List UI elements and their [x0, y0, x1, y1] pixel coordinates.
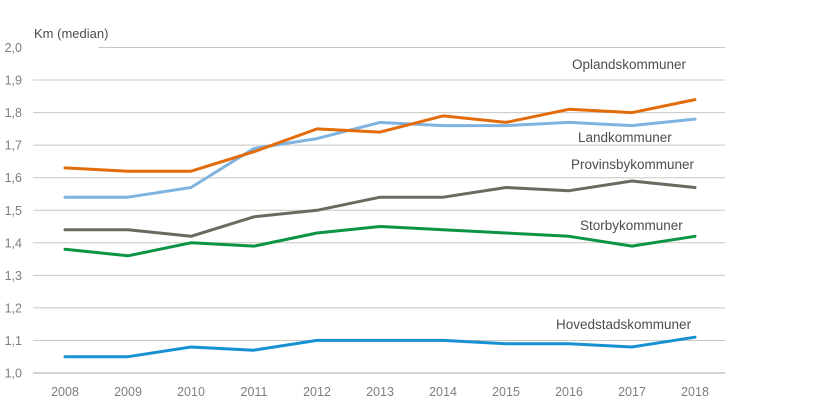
x-tick-label: 2017	[618, 385, 646, 399]
x-tick-label: 2011	[241, 385, 268, 399]
series-line-hovedstadskommuner	[63, 335, 697, 359]
series-label-storbykommuner: Storbykommuner	[580, 218, 683, 233]
series-line-storbykommuner	[63, 225, 697, 258]
x-tick-label: 2018	[681, 385, 709, 399]
y-tick-label: 1,2	[5, 301, 22, 315]
series-label-provinsbykommuner: Provinsbykommuner	[571, 157, 695, 172]
series-line-provinsbykommuner	[63, 179, 697, 238]
x-tick-label: 2008	[51, 385, 79, 399]
series-line-landkommuner	[63, 117, 697, 199]
y-tick-label: 1,8	[5, 106, 22, 120]
x-tick-label: 2010	[177, 385, 205, 399]
series-label-oplandskommuner: Oplandskommuner	[572, 57, 687, 72]
x-tick-label: 2014	[429, 385, 457, 399]
x-tick-label: 2016	[555, 385, 583, 399]
x-tick-label: 2013	[366, 385, 394, 399]
x-tick-label: 2012	[303, 385, 331, 399]
y-tick-label: 1,6	[5, 171, 22, 185]
series-label-landkommuner: Landkommuner	[578, 130, 672, 145]
y-tick-label: 1,0	[5, 367, 22, 381]
series-line-oplandskommuner	[63, 98, 697, 173]
y-tick-label: 1,1	[5, 334, 22, 348]
y-tick-label: 1,7	[5, 139, 22, 153]
x-tick-label: 2015	[492, 385, 520, 399]
y-tick-label: 1,9	[5, 74, 22, 88]
y-tick-label: 1,5	[5, 204, 22, 218]
y-tick-label: 1,4	[5, 236, 22, 250]
y-tick-label: 1,3	[5, 269, 22, 283]
chart-title: Km (median)	[34, 26, 109, 41]
y-tick-label: 2,0	[5, 41, 22, 55]
series-label-hovedstadskommuner: Hovedstadskommuner	[556, 317, 692, 332]
x-tick-label: 2009	[114, 385, 142, 399]
